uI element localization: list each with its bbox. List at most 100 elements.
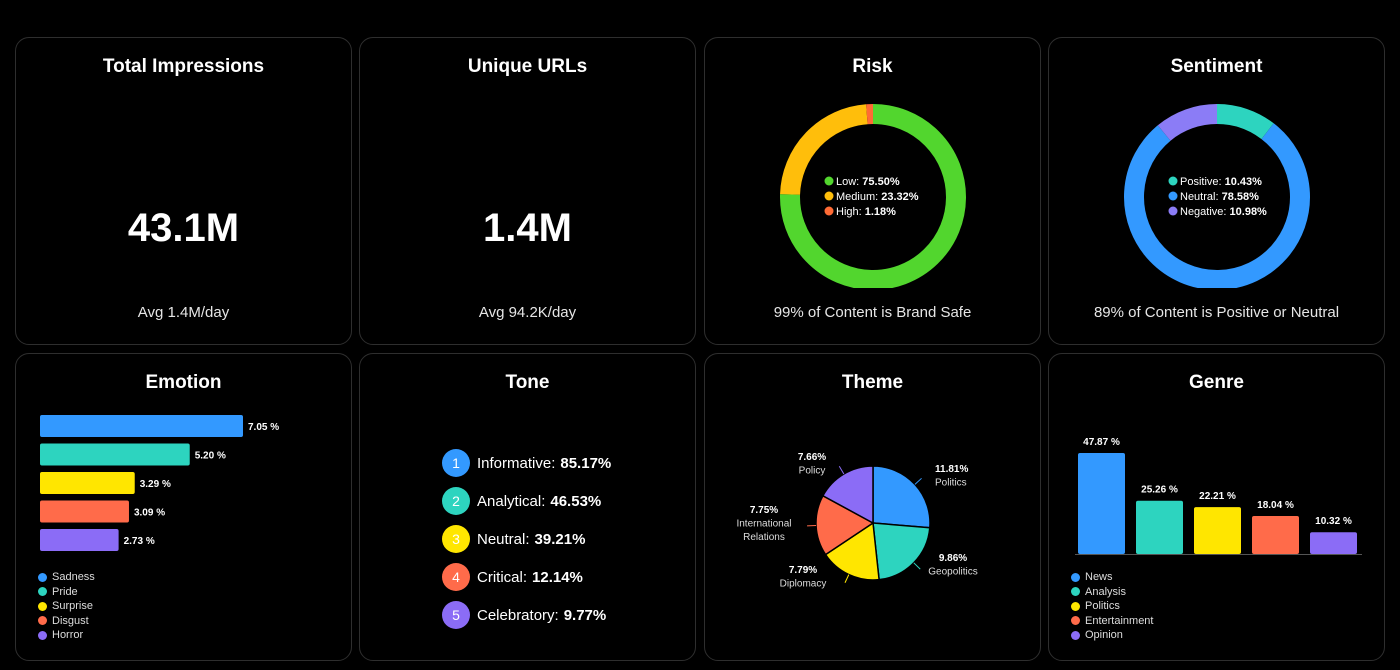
donut-legend-label: Low: 75.50% xyxy=(836,176,900,188)
rank-badge: 2 xyxy=(442,487,470,515)
card-title: Tone xyxy=(505,372,550,393)
bar-pride xyxy=(40,443,190,466)
legend-label: Sadness xyxy=(52,571,95,584)
bar-value-label: 22.21 % xyxy=(1199,491,1236,502)
donut-legend-label: Negative: 10.98% xyxy=(1180,206,1267,218)
tone-label: Informative: xyxy=(477,454,556,472)
genre-bar-chart: 47.87 % 25.26 % 22.21 % 18.04 % 10.32 % xyxy=(1075,437,1362,555)
bar-news xyxy=(1078,453,1125,554)
card-subtitle: 89% of Content is Positive or Neutral xyxy=(1093,304,1340,321)
metric-subtitle: Avg 94.2K/day xyxy=(478,304,577,321)
legend-item: Disgust xyxy=(38,614,95,629)
tone-value: 12.14% xyxy=(532,568,583,586)
donut-slice-negative xyxy=(1157,104,1218,141)
metric-value: 1.4M xyxy=(483,206,572,250)
donut-legend-label: High: 1.18% xyxy=(836,206,896,218)
card-subtitle: 99% of Content is Brand Safe xyxy=(773,304,972,321)
tone-value: 39.21% xyxy=(534,530,586,548)
legend-item: Sadness xyxy=(38,570,95,585)
legend-label: Pride xyxy=(52,585,78,598)
card-total-impressions: Total Impressions 43.1M Avg 1.4M/day xyxy=(15,37,352,345)
tone-value: 9.77% xyxy=(563,606,607,624)
bar-analysis xyxy=(1136,500,1183,554)
donut-legend-label: Positive: 10.43% xyxy=(1180,176,1262,188)
pie-leader-line xyxy=(913,562,921,570)
legend-label: Opinion xyxy=(1085,629,1123,642)
pie-slice xyxy=(821,465,874,525)
legend-item: Politics xyxy=(1071,599,1153,614)
card-emotion: Emotion 7.05 % 5.20 % 3.29 % 3.09 % 2.73 % S… xyxy=(15,353,352,661)
card-tone: Tone 1 Informative: 85.17% 2 Analytical: 46.5… xyxy=(359,353,696,661)
metric-subtitle: Avg 1.4M/day xyxy=(137,304,230,321)
card-genre: Genre 47.87 % 25.26 % 22.21 % 18.04 % 10.32 … xyxy=(1048,353,1385,661)
donut-slice-neutral xyxy=(1124,123,1310,288)
legend-label: Entertainment xyxy=(1085,614,1154,627)
donut-legend-label: Neutral: 78.58% xyxy=(1180,191,1259,203)
rank-badge: 3 xyxy=(442,525,470,553)
legend-item: Pride xyxy=(38,585,95,600)
bar-value-label: 25.26 % xyxy=(1141,485,1178,496)
tone-list-item: 4 Critical: 12.14% xyxy=(442,558,611,596)
card-title: Total Impressions xyxy=(102,56,265,77)
legend-label: News xyxy=(1085,571,1113,584)
legend-dot xyxy=(1071,616,1080,626)
card-unique-urls: Unique URLs 1.4M Avg 94.2K/day xyxy=(359,37,696,345)
bar-value-label: 10.32 % xyxy=(1315,516,1352,527)
pie-slice xyxy=(872,465,931,529)
legend-dot xyxy=(38,630,47,640)
donut-slice-positive xyxy=(1216,104,1274,140)
pie-label: 7.79% Diplomacy xyxy=(780,565,827,590)
donut-legend-label: Medium: 23.32% xyxy=(836,191,919,203)
bar-value-label: 18.04 % xyxy=(1257,500,1294,511)
legend-label: Politics xyxy=(1085,600,1120,613)
card-title: Risk xyxy=(852,56,893,77)
legend-dot xyxy=(824,206,834,216)
legend-label: Disgust xyxy=(52,614,89,627)
bar-value-label: 2.73 % xyxy=(124,536,155,547)
legend-dot xyxy=(824,191,834,201)
theme-pie-chart: 11.81% Politics 9.86% Geopolitics 7.79% Diplo… xyxy=(736,452,977,590)
rank-badge: 5 xyxy=(442,601,470,629)
metric-value: 43.1M xyxy=(127,206,240,250)
bar-politics xyxy=(1194,507,1241,554)
card-risk: Risk Low: 75.50% Medium: 23.32% High: 1.18… xyxy=(704,37,1041,345)
pie-label: 7.75% International Relations xyxy=(736,505,791,543)
legend-label: Surprise xyxy=(52,600,93,613)
pie-slice xyxy=(872,522,931,581)
card-theme: Theme 11.81% Politics 9.86% Geopolitics 7.79… xyxy=(704,353,1041,661)
bar-sadness xyxy=(40,415,243,437)
bar-opinion xyxy=(1310,532,1357,554)
bar-value-label: 3.09 % xyxy=(134,508,165,519)
card-title: Unique URLs xyxy=(467,56,588,77)
legend-item: Entertainment xyxy=(1071,614,1153,629)
bar-disgust xyxy=(40,500,129,523)
pie-leader-line xyxy=(914,477,922,485)
legend-dot xyxy=(1071,587,1080,597)
legend-label: Analysis xyxy=(1085,585,1126,598)
legend-dot xyxy=(1168,191,1178,201)
tone-label: Celebratory: xyxy=(477,606,559,624)
legend-dot xyxy=(38,572,47,582)
card-title: Genre xyxy=(1189,372,1244,393)
emotion-bar-chart: 7.05 % 5.20 % 3.29 % 3.09 % 2.73 % xyxy=(40,415,279,551)
legend-dot xyxy=(1168,206,1178,216)
legend-item: News xyxy=(1071,570,1153,585)
rank-badge: 4 xyxy=(442,563,470,591)
tone-list-item: 5 Celebratory: 9.77% xyxy=(442,596,611,634)
legend-dot xyxy=(1071,601,1080,611)
card-sentiment: Sentiment Positive: 10.43% Neutral: 78.58… xyxy=(1048,37,1385,345)
legend-item: Opinion xyxy=(1071,628,1153,643)
tone-list-item: 3 Neutral: 39.21% xyxy=(442,520,611,558)
genre-legend: News Analysis Politics Entertainment Opinion xyxy=(1071,570,1153,643)
legend-dot xyxy=(1071,630,1080,640)
sentiment-donut-chart: Positive: 10.43% Neutral: 78.58% Negative:… xyxy=(1124,104,1310,288)
pie-leader-line xyxy=(844,574,850,583)
emotion-legend: Sadness Pride Surprise Disgust Horror xyxy=(38,570,95,643)
legend-dot xyxy=(824,176,834,186)
pie-label: 7.66% Policy xyxy=(798,452,826,477)
legend-dot xyxy=(1168,176,1178,186)
bar-value-label: 3.29 % xyxy=(140,479,171,490)
tone-ranked-list: 1 Informative: 85.17% 2 Analytical: 46.53% 3 Ne… xyxy=(442,444,611,634)
pie-label: 11.81% Politics xyxy=(935,464,968,489)
pie-slice xyxy=(815,494,875,556)
